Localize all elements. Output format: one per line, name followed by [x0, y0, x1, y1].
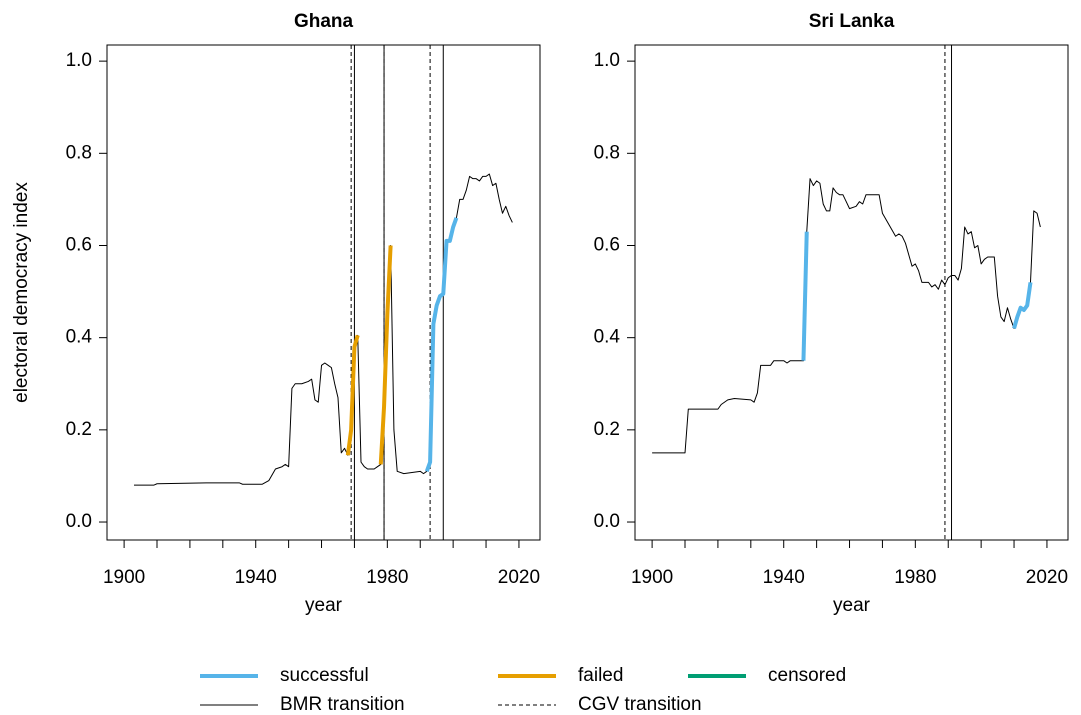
y-tick-label: 0.0 — [594, 511, 620, 532]
index-line — [652, 178, 1041, 454]
episode-line — [378, 245, 393, 465]
panel-title: Ghana — [294, 11, 354, 32]
plot-frame — [106, 44, 541, 541]
legend-label: successful — [280, 665, 369, 686]
y-tick-label: 0.6 — [594, 235, 620, 256]
x-tick-label: 1940 — [763, 567, 805, 588]
y-tick-label: 1.0 — [594, 50, 620, 71]
y-tick-label: 0.2 — [66, 419, 92, 440]
x-tick-label: 1980 — [366, 567, 408, 588]
plot-frame — [634, 44, 1069, 541]
x-tick-label: 2020 — [1026, 567, 1068, 588]
y-tick-label: 0.2 — [594, 419, 620, 440]
x-axis-title: year — [305, 595, 343, 616]
panel-title: Sri Lanka — [809, 11, 895, 32]
legend-label: BMR transition — [280, 694, 405, 715]
x-tick-label: 1900 — [631, 567, 673, 588]
x-axis-title: year — [833, 595, 871, 616]
legend-label: failed — [578, 665, 623, 686]
y-axis-title: electoral democracy index — [11, 182, 32, 403]
episode-line — [801, 231, 809, 361]
episode-line — [345, 334, 360, 456]
x-tick-label: 1940 — [235, 567, 277, 588]
x-tick-label: 2020 — [498, 567, 540, 588]
y-tick-label: 0.6 — [66, 235, 92, 256]
y-tick-label: 0.4 — [594, 327, 621, 348]
y-tick-label: 0.4 — [66, 327, 93, 348]
legend-label: CGV transition — [578, 694, 702, 715]
y-tick-label: 1.0 — [66, 50, 92, 71]
x-tick-label: 1900 — [103, 567, 145, 588]
episode-line — [424, 217, 459, 473]
index-line — [133, 173, 513, 486]
episode-line — [1012, 282, 1033, 329]
y-tick-label: 0.8 — [66, 142, 92, 163]
legend-label: censored — [768, 665, 846, 686]
y-tick-label: 0.0 — [66, 511, 92, 532]
x-tick-label: 1980 — [894, 567, 936, 588]
y-tick-label: 0.8 — [594, 142, 620, 163]
